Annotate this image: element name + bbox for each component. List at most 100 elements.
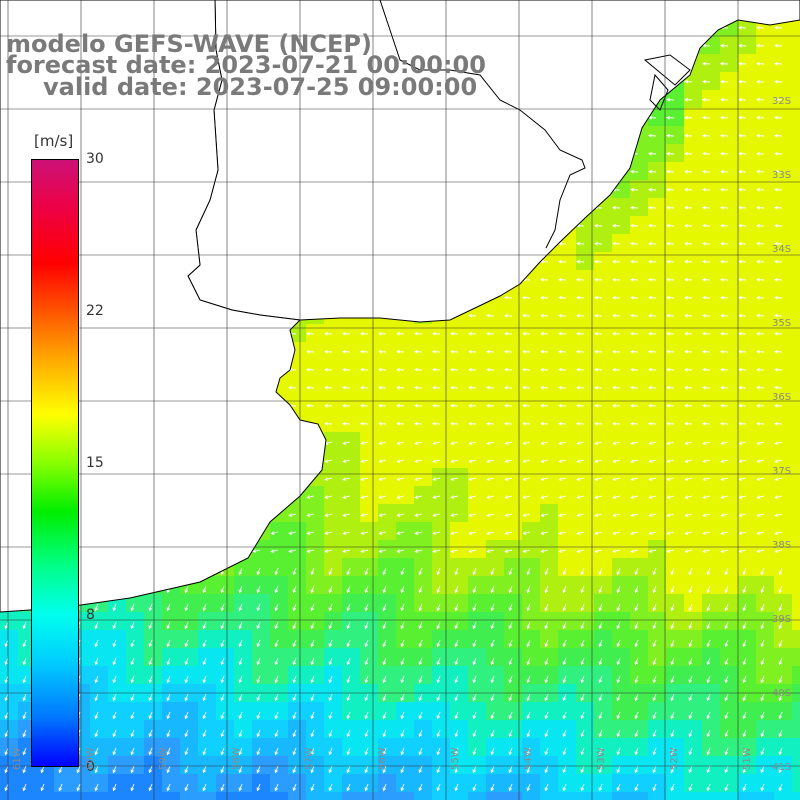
lat-label: 40S: [772, 688, 792, 699]
wind-cell: [414, 756, 432, 774]
wind-arrow: [562, 765, 567, 774]
wind-arrow: [738, 169, 747, 174]
wind-cell: [738, 306, 756, 324]
wind-cell: [612, 630, 630, 648]
wind-arrow: [396, 441, 405, 445]
wind-cell: [612, 648, 630, 666]
lat-label: 39S: [772, 614, 792, 625]
wind-arrow: [450, 441, 459, 445]
wind-arrow: [544, 783, 549, 792]
wind-arrow: [634, 711, 639, 720]
wind-cell: [198, 792, 216, 800]
wind-arrow: [4, 747, 9, 756]
wind-cell: [486, 720, 504, 738]
wind-arrow: [598, 765, 603, 774]
wind-arrow: [612, 259, 621, 264]
wind-arrow: [490, 585, 495, 594]
wind-arrow: [594, 513, 603, 517]
wind-cell: [414, 522, 432, 540]
wind-arrow: [508, 639, 513, 648]
wind-cell: [774, 126, 792, 144]
wind-arrow: [328, 675, 333, 684]
wind-cell: [306, 486, 324, 504]
wind-arrow: [450, 349, 459, 354]
wind-arrow: [630, 549, 639, 553]
wind-arrow: [774, 223, 783, 228]
wind-arrow: [310, 747, 315, 756]
wind-arrow: [558, 349, 567, 354]
wind-cell: [414, 342, 432, 360]
wind-arrow: [760, 729, 765, 738]
wind-cell: [396, 720, 414, 738]
wind-arrow: [540, 331, 549, 336]
wind-arrow: [364, 603, 369, 612]
wind-cell: [468, 738, 486, 756]
wind-cell: [432, 360, 450, 378]
wind-cell: [540, 702, 558, 720]
wind-cell: [378, 720, 396, 738]
wind-arrow: [774, 367, 783, 372]
wind-cell: [468, 612, 486, 630]
wind-arrow: [508, 657, 513, 666]
wind-arrow: [166, 711, 171, 720]
wind-cell: [576, 396, 594, 414]
wind-cell: [180, 792, 198, 800]
wind-arrow: [400, 693, 405, 702]
wind-arrow: [720, 223, 729, 228]
wind-arrow: [360, 421, 369, 426]
wind-arrow: [684, 97, 693, 102]
wind-cell: [648, 306, 666, 324]
wind-arrow: [720, 513, 729, 517]
wind-cell: [612, 540, 630, 558]
wind-cell: [594, 288, 612, 306]
wind-cell: [504, 396, 522, 414]
wind-cell: [594, 756, 612, 774]
wind-arrow: [670, 729, 675, 738]
wind-cell: [792, 576, 800, 594]
wind-arrow: [396, 331, 405, 336]
wind-arrow: [238, 639, 243, 648]
wind-arrow: [148, 729, 153, 738]
wind-cell: [720, 522, 738, 540]
wind-arrow: [720, 349, 729, 354]
wind-arrow: [702, 531, 711, 535]
wind-cell: [0, 792, 18, 800]
wind-cell: [756, 144, 774, 162]
wind-arrow: [22, 657, 27, 666]
wind-cell: [756, 702, 774, 720]
wind-arrow: [756, 97, 765, 102]
colorbar-tick: 30: [86, 151, 104, 167]
wind-cell: [162, 666, 180, 684]
wind-arrow: [486, 495, 495, 499]
wind-arrow: [130, 621, 135, 630]
wind-cell: [396, 594, 414, 612]
wind-arrow: [688, 567, 693, 576]
wind-cell: [378, 522, 396, 540]
wind-arrow: [202, 603, 207, 612]
wind-cell: [666, 774, 684, 792]
wind-arrow: [738, 97, 747, 102]
wind-cell: [702, 468, 720, 486]
wind-arrow: [454, 603, 459, 612]
wind-arrow: [756, 403, 765, 408]
wind-arrow: [756, 495, 765, 499]
wind-cell: [738, 612, 756, 630]
wind-arrow: [418, 729, 423, 738]
wind-arrow: [616, 765, 621, 774]
wind-arrow: [382, 693, 387, 702]
wind-cell: [756, 162, 774, 180]
wind-cell: [540, 360, 558, 378]
wind-cell: [756, 72, 774, 90]
wind-arrow: [540, 477, 549, 481]
wind-cell: [468, 378, 486, 396]
wind-arrow: [580, 729, 585, 738]
wind-cell: [684, 144, 702, 162]
wind-arrow: [378, 403, 387, 408]
wind-arrow: [360, 495, 369, 499]
wind-arrow: [760, 765, 765, 774]
wind-cell: [648, 558, 666, 576]
wind-arrow: [630, 367, 639, 372]
wind-arrow: [508, 603, 513, 612]
wind-arrow: [652, 729, 657, 738]
wind-cell: [432, 576, 450, 594]
